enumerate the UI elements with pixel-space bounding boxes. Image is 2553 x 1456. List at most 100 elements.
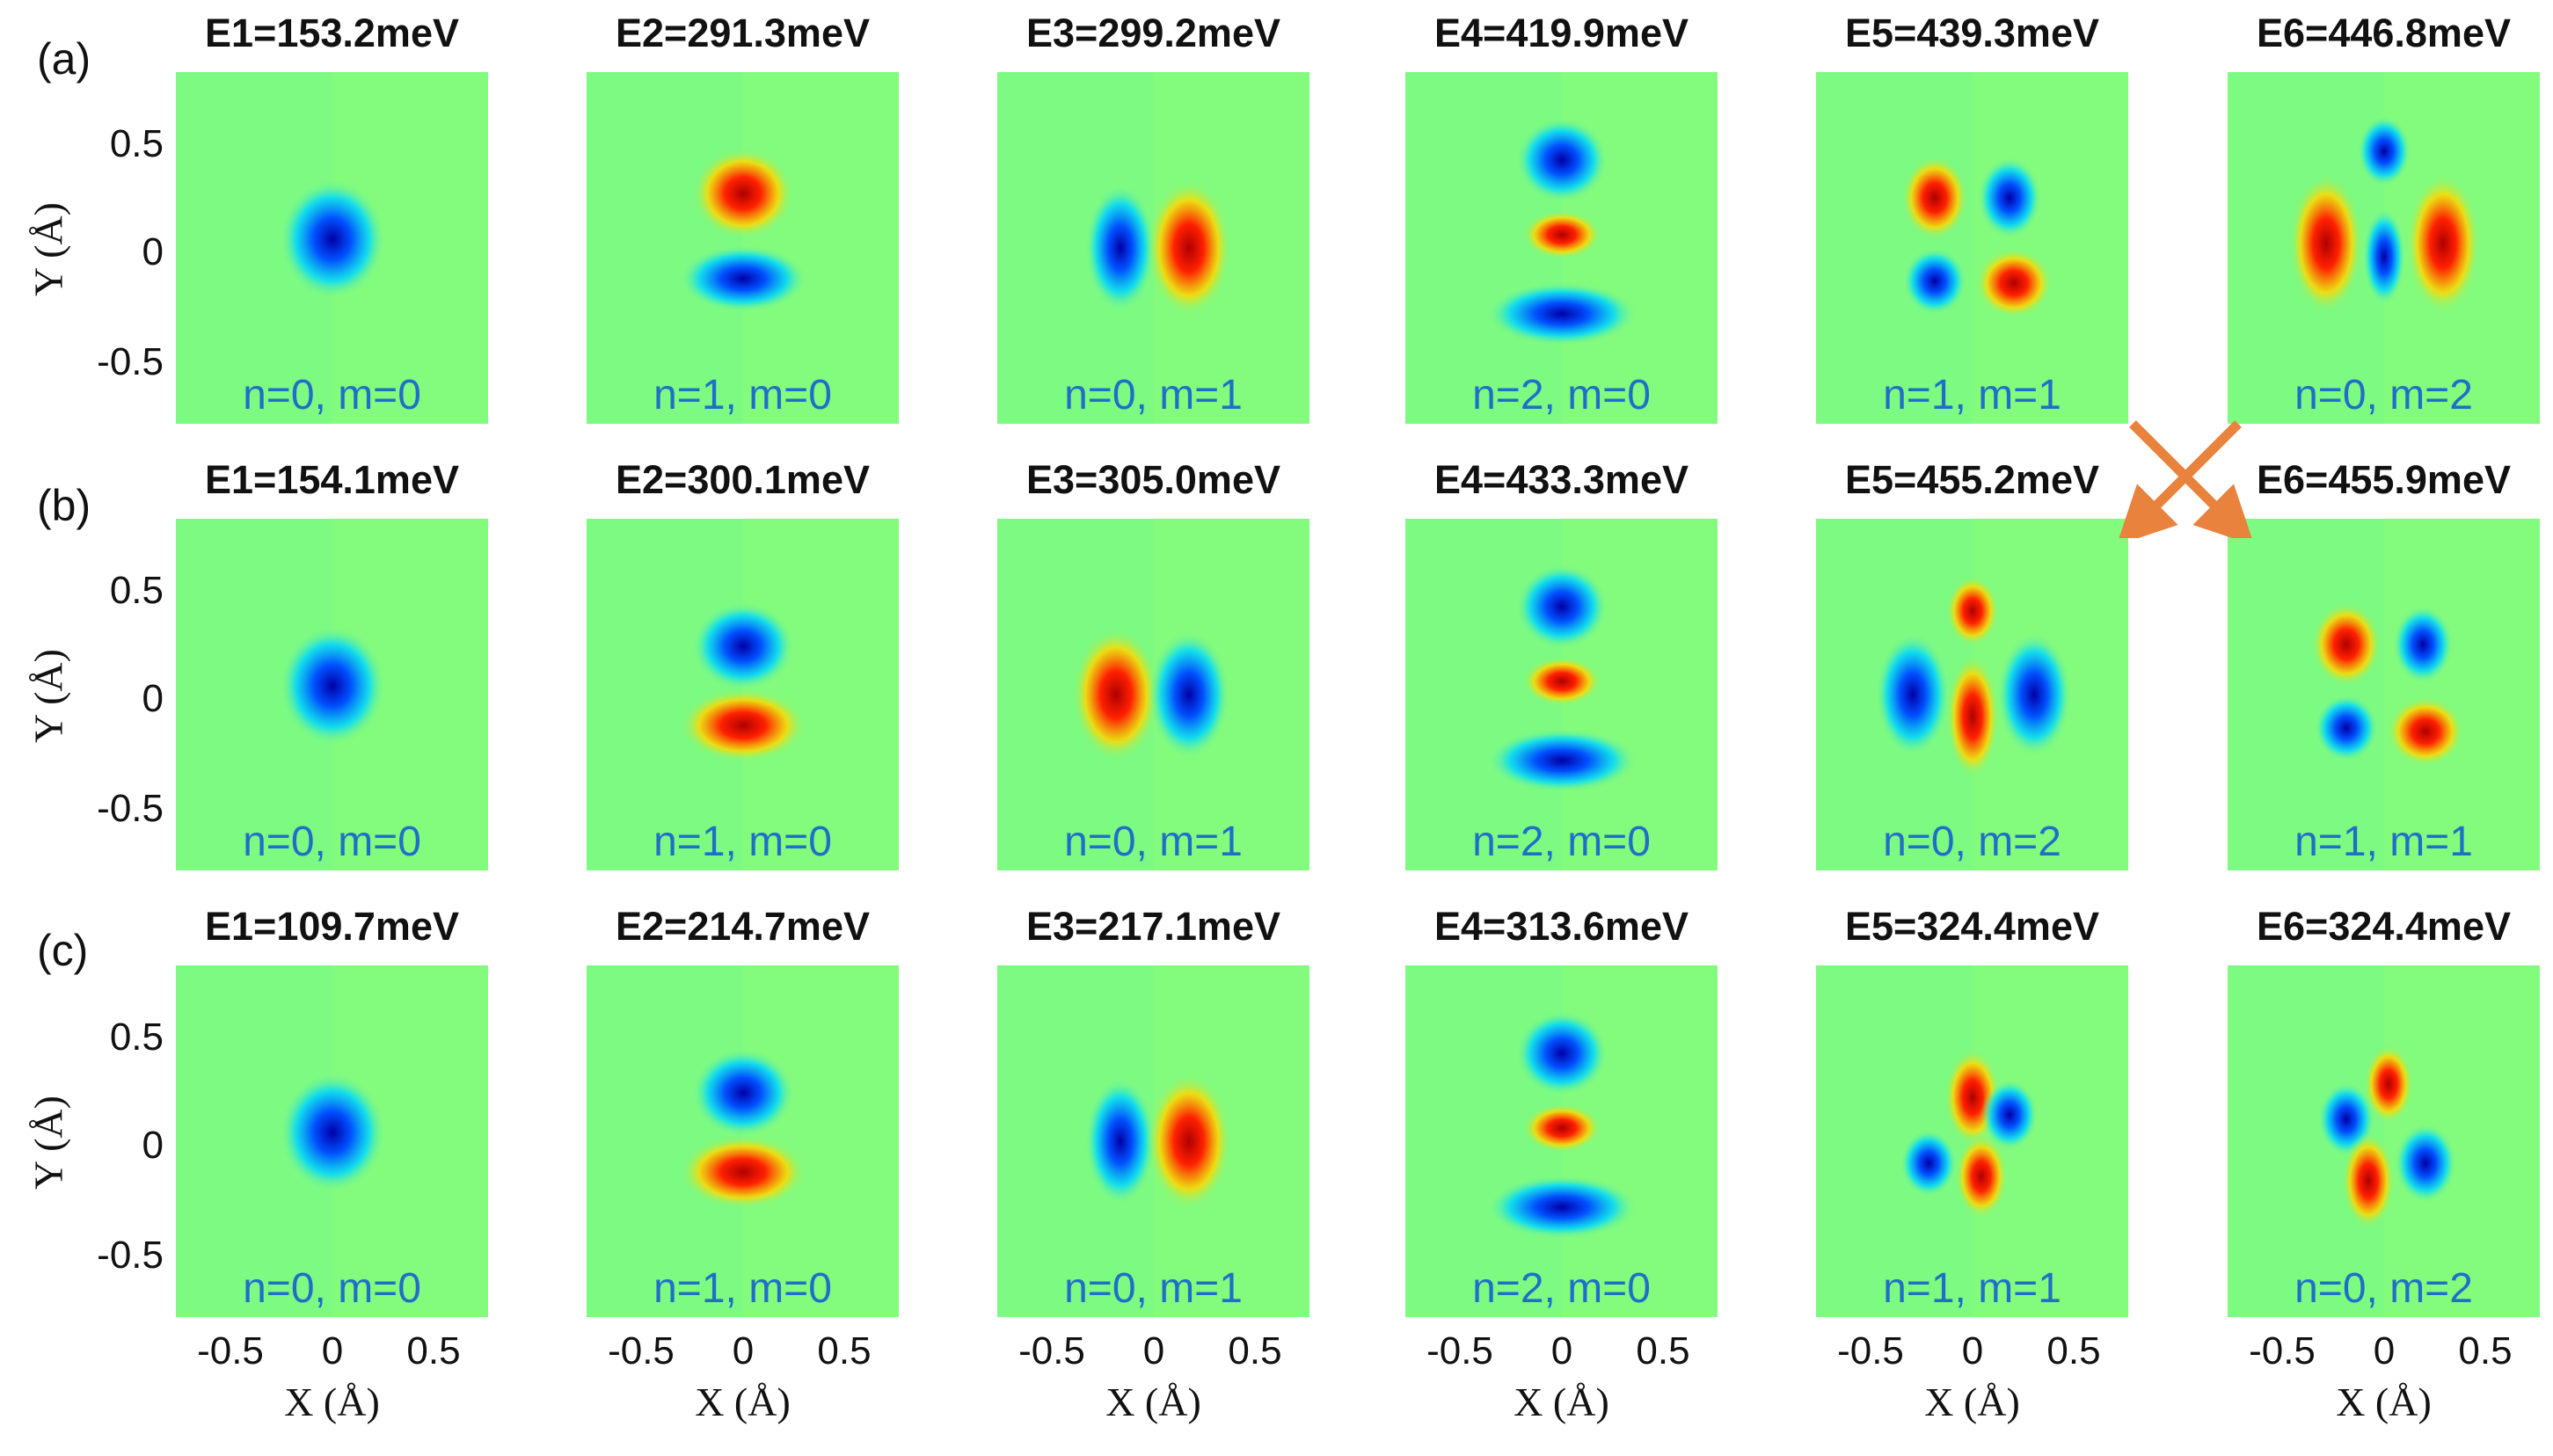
x-tick-label: 0 <box>321 1329 344 1372</box>
x-tick-label: 0.5 <box>1228 1329 1282 1372</box>
x-axis-label: X (Å) <box>1105 1380 1201 1424</box>
energy-title: E5=439.3meV <box>1845 11 2099 55</box>
y-tick-label: 0 <box>142 230 164 273</box>
wavefunction-heatmap <box>997 519 1309 870</box>
energy-title: E3=299.2meV <box>1026 11 1280 55</box>
negative-lobe <box>280 626 385 746</box>
positive-lobe <box>2311 602 2382 687</box>
negative-lobe <box>1900 1130 1957 1197</box>
wavefunction-plot: n=1, m=1 <box>1816 965 2128 1317</box>
negative-lobe <box>1516 118 1608 202</box>
wavefunction-plot: n=0, m=0 <box>176 519 488 870</box>
y-tick-label: -0.5 <box>97 1234 164 1277</box>
energy-title: E2=300.1meV <box>616 457 870 502</box>
y-tick-label: 0 <box>142 677 164 720</box>
wavefunction-plot: n=0, m=0 <box>176 72 488 424</box>
panel-label: (c) <box>37 926 89 975</box>
wavefunction-plot: n=0, m=2 <box>2228 965 2540 1317</box>
negative-lobe <box>1487 282 1637 346</box>
quantum-numbers-label: n=2, m=0 <box>1472 372 1651 419</box>
negative-lobe <box>1487 729 1637 792</box>
negative-lobe <box>1997 633 2071 756</box>
x-axis-label: X (Å) <box>2336 1380 2432 1424</box>
heatmap-tint <box>2383 519 2540 870</box>
positive-lobe <box>2342 1132 2395 1229</box>
energy-title: E1=109.7meV <box>205 904 459 949</box>
wavefunction-heatmap <box>2228 519 2540 870</box>
x-tick-label: -0.5 <box>2249 1329 2316 1372</box>
wavefunction-heatmap <box>2228 965 2540 1317</box>
quantum-numbers-label: n=2, m=0 <box>1472 1265 1651 1312</box>
x-tick-label: 0.5 <box>817 1329 872 1372</box>
quantum-numbers-label: n=0, m=2 <box>1883 819 2061 865</box>
x-tick-label: 0 <box>1142 1329 1165 1372</box>
quantum-numbers-label: n=1, m=1 <box>1883 1265 2061 1312</box>
negative-lobe <box>1516 564 1608 649</box>
negative-lobe <box>1149 631 1229 758</box>
arrow-to-e5 <box>2116 420 2242 538</box>
negative-lobe <box>1516 1011 1608 1096</box>
x-tick-label: 0.5 <box>406 1329 461 1372</box>
negative-lobe <box>1978 157 2041 238</box>
x-axis-label: X (Å) <box>1924 1380 2020 1424</box>
wavefunction-plot: n=0, m=2 <box>1816 519 2128 870</box>
positive-lobe <box>1147 1073 1231 1210</box>
negative-lobe <box>1487 1176 1637 1239</box>
x-tick-label: -0.5 <box>608 1329 675 1372</box>
negative-lobe <box>1085 1078 1156 1205</box>
wavefunction-heatmap <box>176 72 488 424</box>
energy-title: E4=313.6meV <box>1434 904 1689 949</box>
negative-lobe <box>1876 633 1950 756</box>
negative-lobe <box>2315 695 2378 761</box>
x-tick-label: 0 <box>1961 1329 1984 1372</box>
y-axis-label: Y (Å) <box>26 1096 71 1190</box>
positive-lobe <box>1901 156 1968 240</box>
wavefunction-plot: n=1, m=1 <box>1816 72 2128 424</box>
quantum-numbers-label: n=1, m=0 <box>653 372 832 419</box>
positive-lobe <box>680 688 806 762</box>
energy-title: E6=455.9meV <box>2257 457 2511 502</box>
x-tick-label: -0.5 <box>1426 1329 1493 1372</box>
y-tick-label: 0 <box>142 1124 164 1167</box>
quantum-numbers-label: n=0, m=2 <box>2294 372 2473 419</box>
energy-title: E6=446.8meV <box>2257 11 2511 55</box>
wavefunction-plot: n=1, m=1 <box>2228 519 2540 870</box>
wavefunction-plot: n=0, m=1 <box>997 965 1309 1317</box>
quantum-numbers-label: n=1, m=1 <box>2294 819 2473 865</box>
positive-lobe <box>1955 1134 2008 1219</box>
wavefunction-plot: n=2, m=0 <box>1405 519 1718 870</box>
wavefunction-heatmap <box>1816 965 2128 1317</box>
x-axis-label: X (Å) <box>695 1380 791 1424</box>
positive-lobe <box>1072 628 1160 761</box>
energy-title: E5=455.2meV <box>1845 457 2099 502</box>
quantum-numbers-label: n=1, m=0 <box>653 819 832 865</box>
y-tick-label: 0.5 <box>109 122 164 165</box>
positive-lobe <box>2387 696 2464 767</box>
wavefunction-heatmap <box>587 965 899 1317</box>
wavefunction-heatmap <box>2228 72 2540 424</box>
wavefunction-plot: n=0, m=0 <box>176 965 488 1317</box>
quantum-numbers-label: n=0, m=0 <box>243 1265 421 1312</box>
positive-lobe <box>1946 655 1999 778</box>
x-tick-label: 0.5 <box>2046 1329 2101 1372</box>
positive-lobe <box>2364 1045 2413 1124</box>
wavefunction-heatmap <box>176 519 488 870</box>
quantum-numbers-label: n=0, m=1 <box>1064 819 1243 865</box>
energy-title: E4=419.9meV <box>1434 11 1689 55</box>
wavefunction-plot: n=1, m=0 <box>587 965 899 1317</box>
y-tick-label: -0.5 <box>97 340 164 383</box>
wavefunction-heatmap <box>1405 965 1718 1317</box>
quantum-numbers-label: n=0, m=0 <box>243 819 421 865</box>
x-tick-label: 0.5 <box>1636 1329 1690 1372</box>
x-tick-label: 0 <box>2373 1329 2396 1372</box>
energy-title: E1=153.2meV <box>205 11 459 55</box>
positive-lobe <box>1522 1103 1601 1153</box>
quantum-numbers-label: n=1, m=1 <box>1883 372 2061 419</box>
positive-lobe <box>1522 657 1601 706</box>
wavefunction-plot: n=0, m=1 <box>997 72 1309 424</box>
wavefunction-heatmap <box>1405 72 1718 424</box>
quantum-numbers-label: n=0, m=1 <box>1064 372 1243 419</box>
energy-title: E6=324.4meV <box>2257 904 2511 949</box>
heatmap-tint <box>1972 72 2128 424</box>
positive-lobe <box>680 1135 806 1209</box>
